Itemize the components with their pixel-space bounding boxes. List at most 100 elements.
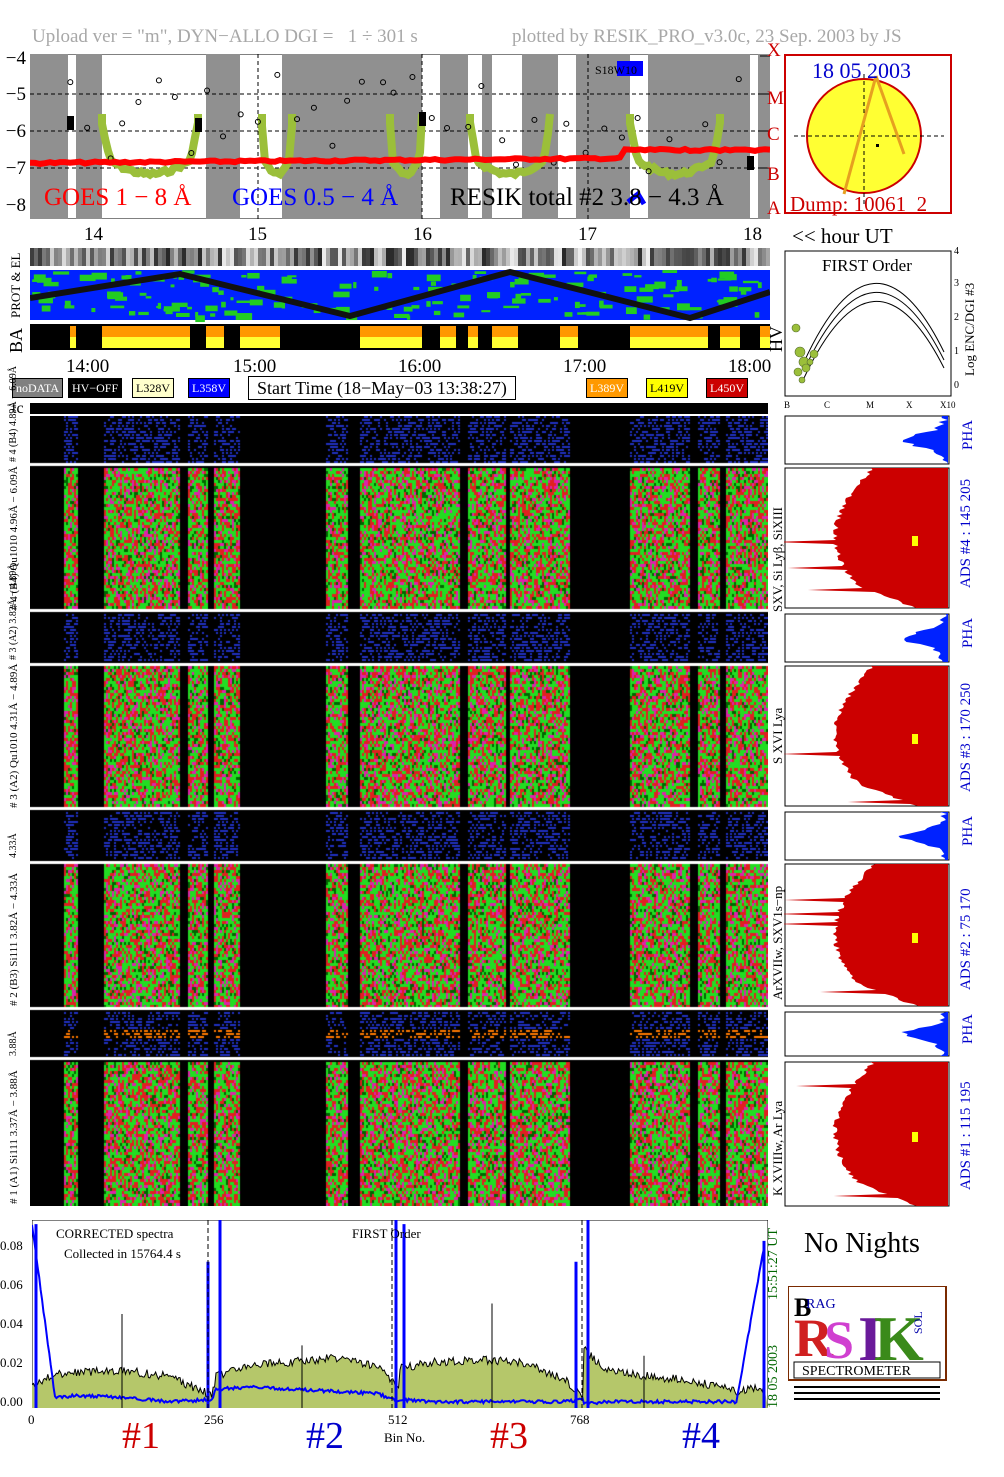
class-b: B (767, 164, 780, 185)
logo-footer: SPECTROMETER (802, 1364, 912, 1379)
fo-xticks: B C M X X10 (784, 400, 960, 412)
ch2-pha-label: 4.33Å (8, 833, 19, 858)
hv-state-bar (70, 326, 770, 348)
prot-el-label: PROT & EL (8, 252, 23, 319)
flare-tag-box (617, 61, 643, 76)
hv-legend-off: HV−OFF (68, 378, 123, 398)
spectrum-caption1: CORRECTED spectra (56, 1226, 174, 1241)
goes-y-axis: −4 −5 −6 −7 −8 (0, 48, 30, 219)
fo-ytick: 3 (954, 278, 959, 289)
class-a: A (767, 198, 781, 219)
hv-legend-nodata: noDATA (12, 378, 64, 398)
first-order-chart (784, 250, 952, 397)
hour-unit: << hour UT (792, 224, 893, 248)
ch2-lines: ArXVIIw, SXV1s−np (770, 885, 785, 1000)
hv-legend-328: L328V (132, 378, 174, 398)
hv-legend-389: L389V (586, 378, 628, 398)
fo-xtick: X (906, 400, 913, 410)
spectrum-time: 15:51:27 UT (766, 1228, 781, 1300)
ch3-pha-label: # 3 (A2) 3.82Å − 4.89Å (8, 563, 19, 660)
resik-logo: B RAG R S I K SOL SPECTROMETER (788, 1286, 947, 1400)
spec-xtick: 0 (28, 1412, 35, 1427)
fo-xtick: X10 (940, 400, 956, 410)
svg-text:S: S (824, 1310, 854, 1370)
svg-text:SOL: SOL (911, 1311, 925, 1334)
legend-resik: RESIK total #2 3.8 − 4.3 Å (450, 184, 724, 211)
segment-3: #3 (490, 1415, 528, 1457)
header-left: Upload ver = "m", DYN−ALLO DGI = 1 ÷ 301… (32, 26, 418, 47)
spec-ytick: 0.02 (0, 1355, 23, 1370)
spec-ytick: 0.06 (0, 1277, 23, 1292)
goes-lightcurve-chart: S18W10 (30, 54, 770, 219)
ch3-ads: ADS #3 : 170 250 (958, 682, 974, 792)
ch1-ads: ADS #1 : 115 195 (958, 1081, 974, 1190)
goes-054-curve (626, 190, 647, 206)
y-tick: −7 (5, 158, 26, 179)
ch2-spec-label: # 2 (B3) Si111 3.82Å − 4.33Å (8, 872, 20, 1006)
y-tick: −8 (5, 195, 26, 216)
time-tick: 15:00 (233, 356, 277, 377)
hour-tick: 18 (743, 224, 762, 245)
hv-legend-419: L419V (646, 378, 688, 398)
ch4-lines: SXV, Si Lyβ, SiXIII (770, 507, 785, 612)
fo-ytick: 4 (954, 246, 959, 257)
legend-goes054: GOES 0.5 − 4 Å (232, 184, 399, 211)
fo-xtick: C (824, 400, 831, 410)
spectrum-date: 18 05 2003 (766, 1345, 781, 1408)
spec-xtick: 512 (388, 1412, 408, 1427)
ba-label: BA (6, 327, 26, 353)
first-order-title: FIRST Order (822, 256, 912, 275)
time-tick: 17:00 (563, 356, 607, 377)
segment-2: #2 (306, 1415, 344, 1457)
goes-1-8-curve (30, 145, 770, 167)
pha-ads-panels (784, 415, 950, 1207)
hour-tick: 16 (413, 224, 432, 245)
flare-tag: S18W10 (595, 63, 637, 77)
fo-xtick: M (866, 400, 875, 410)
y-tick: −4 (5, 48, 26, 69)
hour-tick: 15 (248, 224, 267, 245)
sun-date: 18 05 2003 (812, 58, 911, 83)
ch1-pha-label: 3.88Å (8, 1031, 19, 1056)
hv-legend-358: L358V (188, 378, 230, 398)
spectrum-y-axis: 0.00 0.02 0.04 0.06 0.08 (0, 1218, 32, 1409)
no-nights: No Nights (804, 1228, 920, 1259)
class-m: M (767, 88, 784, 109)
start-time: Start Time (18−May−03 13:38:27) (248, 376, 516, 400)
ch3-lines: S XVI Lya (770, 707, 785, 764)
svg-text:R: R (794, 1308, 834, 1368)
time-tick: 18:00 (728, 356, 772, 377)
orbit-track (30, 268, 770, 322)
spectrogram-canvas (30, 416, 768, 1206)
fo-xtick: B (784, 400, 791, 410)
tc-label: tc (12, 400, 24, 417)
spec-xtick: 256 (204, 1412, 224, 1427)
ch3-spec-label: # 3 (A2) Qu1010 4.31Å − 4.89Å (8, 663, 20, 808)
orbit-labels: PROT & EL BA (6, 250, 30, 354)
sun-disk-panel (784, 54, 952, 214)
spec-xtick: 768 (570, 1412, 590, 1427)
ch1-lines: K XVIIIw, Ar Lya (770, 1100, 785, 1196)
ch1-pha-tag: PHA (960, 1013, 976, 1044)
ch4-ads: ADS #4 : 145 205 (958, 478, 974, 588)
spectrum-caption3: FIRST Order (352, 1226, 421, 1241)
fo-ytick: 2 (954, 312, 959, 323)
y-tick: −5 (5, 84, 26, 105)
fo-ytick: 0 (954, 380, 959, 391)
corrected-spectrum-chart (32, 1220, 768, 1408)
ch4-pha-label: # 4 (B4) 4.89Å − 6.09Å (8, 366, 19, 462)
class-c: C (767, 124, 780, 145)
spec-ytick: 0.08 (0, 1238, 23, 1253)
spec-ytick: 0.00 (0, 1394, 23, 1409)
class-x: X (767, 40, 781, 61)
class-ticks (760, 55, 770, 169)
y-tick: −6 (5, 121, 26, 142)
fo-ytick: 1 (954, 346, 959, 357)
ch3-pha-tag: PHA (960, 617, 976, 648)
first-order-ylabel: Log ENC/DGI #3 (962, 282, 977, 376)
segment-1: #1 (122, 1415, 160, 1457)
hv-legend-450: L450V (706, 378, 748, 398)
time-tick: 14:00 (66, 356, 110, 377)
night-bands (30, 54, 770, 219)
ch2-pha-tag: PHA (960, 815, 976, 846)
